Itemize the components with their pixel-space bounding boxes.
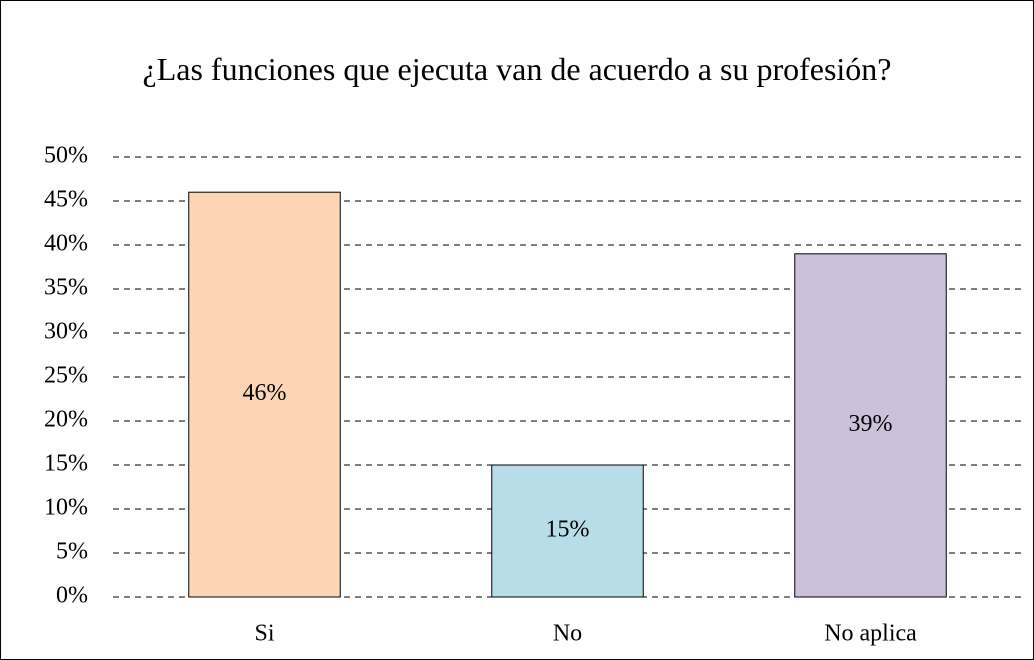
x-tick-label: Si	[254, 621, 274, 647]
bar	[188, 191, 341, 598]
y-tick-label: 40%	[44, 231, 88, 257]
y-tick-label: 25%	[44, 363, 88, 389]
y-tick-label: 15%	[44, 451, 88, 477]
x-tick-label: No aplica	[824, 621, 917, 647]
y-tick-label: 45%	[44, 187, 88, 213]
y-tick-label: 50%	[44, 143, 88, 169]
bar	[491, 464, 644, 598]
x-tick-label: No	[553, 621, 582, 647]
y-tick-label: 35%	[44, 275, 88, 301]
data-label: 15%	[546, 517, 590, 543]
data-label: 39%	[849, 411, 893, 437]
bar	[794, 253, 947, 598]
y-tick-label: 0%	[56, 583, 88, 609]
data-label: 46%	[243, 380, 287, 406]
chart-title: ¿Las funciones que ejecuta van de acuerd…	[142, 51, 892, 87]
y-tick-label: 30%	[44, 319, 88, 345]
y-tick-label: 20%	[44, 407, 88, 433]
y-tick-label: 5%	[56, 539, 88, 565]
y-tick-label: 10%	[44, 495, 88, 521]
